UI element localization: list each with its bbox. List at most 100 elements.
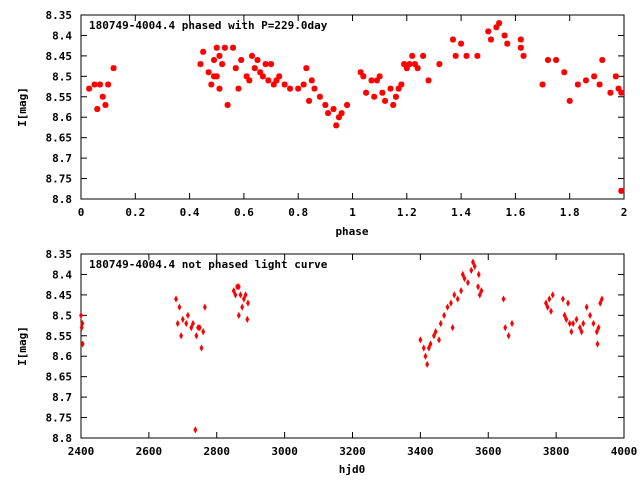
unphased-y-tick-label: 8.55 [46, 330, 73, 343]
phased-y-tick-label: 8.7 [52, 152, 72, 165]
phased-data-point [425, 77, 432, 84]
phased-data-point [102, 101, 109, 108]
phased-data-point [205, 69, 212, 76]
unphased-data-point [426, 344, 431, 352]
unphased-data-point [569, 328, 574, 336]
unphased-plot-frame [80, 253, 625, 439]
unphased-data-point [245, 315, 250, 324]
phased-x-axis-label: phase [335, 225, 368, 238]
phased-data-point [599, 56, 606, 63]
phased-data-point [322, 101, 329, 108]
phased-data-point [517, 44, 524, 51]
phased-data-point [270, 81, 277, 88]
unphased-data-point [423, 352, 428, 360]
phased-data-point [208, 81, 215, 88]
unphased-data-point [184, 319, 189, 328]
phased-data-point [496, 20, 503, 27]
phased-data-point [392, 93, 399, 100]
unphased-y-tick-label: 8.75 [46, 412, 73, 425]
phased-data-point [251, 65, 258, 72]
phased-data-point [387, 85, 394, 92]
unphased-data-point [574, 315, 579, 324]
unphased-data-point [571, 319, 576, 328]
unphased-data-point [579, 328, 584, 336]
unphased-data-point [477, 291, 482, 299]
unphased-y-tick-label: 8.6 [52, 350, 72, 363]
phased-data-point [257, 69, 264, 76]
phased-data-point [246, 77, 253, 84]
unphased-y-tick-label: 8.45 [46, 289, 73, 302]
unphased-data-point [241, 295, 246, 303]
unphased-data-point [588, 311, 593, 319]
unphased-data-point [425, 360, 430, 369]
unphased-data-point [231, 287, 236, 295]
phased-data-point [591, 73, 598, 80]
phased-data-point [344, 101, 351, 108]
phased-data-point [91, 81, 98, 88]
phased-data-point [281, 81, 288, 88]
unphased-data-point [240, 303, 245, 311]
phased-data-point [395, 85, 402, 92]
phased-data-point [316, 93, 323, 100]
unphased-x-tick-label: 3200 [339, 445, 366, 458]
unphased-data-point [547, 295, 552, 303]
phased-data-point [504, 40, 511, 47]
unphased-data-point [448, 299, 453, 307]
unphased-x-tick-label: 4000 [611, 445, 638, 458]
unphased-data-point [179, 332, 184, 340]
phased-data-point [97, 81, 104, 88]
phased-x-tick-label: 1.4 [451, 206, 471, 219]
unphased-data-point [545, 303, 550, 311]
phased-data-point [411, 61, 418, 68]
phased-data-point [373, 77, 380, 84]
phased-data-point [300, 81, 307, 88]
phased-data-point [308, 77, 315, 84]
phased-data-point [213, 73, 220, 80]
unphased-data-point [233, 291, 238, 299]
unphased-y-tick-label: 8.35 [46, 248, 73, 261]
phased-x-tick-label: 0 [78, 206, 85, 219]
phased-x-tick-label: 1 [349, 206, 356, 219]
unphased-data-point [462, 274, 467, 283]
phased-data-points [86, 20, 625, 194]
phased-data-point [401, 61, 408, 68]
unphased-data-point [418, 336, 423, 344]
phased-data-point [243, 73, 250, 80]
phased-data-point [409, 52, 416, 59]
unphased-data-point [246, 299, 250, 307]
phased-data-point [232, 65, 239, 72]
unphased-data-point [177, 303, 182, 311]
unphased-data-point [445, 303, 450, 311]
unphased-data-point [442, 311, 447, 319]
phased-data-point [452, 52, 459, 59]
unphased-data-point [238, 291, 243, 299]
unphased-data-point [197, 323, 202, 332]
unphased-data-point [476, 270, 481, 279]
phased-chart-title: 180749-4004.4 phased with P=229.0day [89, 19, 328, 32]
unphased-data-point [584, 303, 589, 311]
phased-data-point [268, 61, 275, 68]
unphased-y-tick-label: 8.65 [46, 371, 73, 384]
unphased-data-point [459, 287, 464, 295]
unphased-x-tick-label: 3400 [407, 445, 434, 458]
unphased-data-point [201, 328, 206, 336]
unphased-chart-title: 180749-4004.4 not phased light curve [89, 258, 328, 271]
unphased-data-point [193, 426, 198, 434]
phased-data-point [211, 56, 218, 63]
unphased-data-point [562, 311, 567, 319]
phased-x-tick-label: 0.4 [180, 206, 200, 219]
phased-data-point [463, 52, 470, 59]
phased-data-point [333, 122, 340, 129]
unphased-data-point [437, 336, 441, 344]
unphased-data-point [549, 307, 553, 315]
phased-data-point [235, 85, 242, 92]
phased-data-point [618, 89, 625, 96]
unphased-data-point [236, 311, 241, 319]
phased-data-point [110, 65, 117, 72]
phased-axis-ticks: 0 0.2 0.4 0.6 0.8 1 1.2 1.4 1.6 1.8 2 8.35 8.4 8.45 8.… [46, 9, 628, 219]
unphased-data-point [550, 291, 555, 299]
unphased-data-point [594, 328, 599, 336]
phased-data-point [493, 24, 500, 31]
phased-data-point [224, 101, 231, 108]
